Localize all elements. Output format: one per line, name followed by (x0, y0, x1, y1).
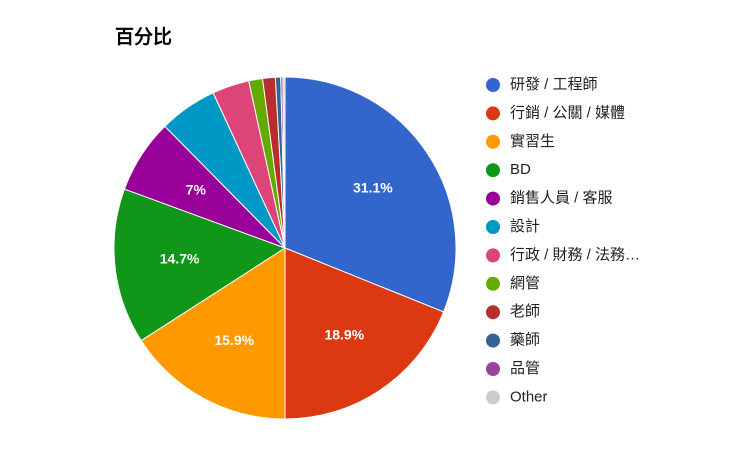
legend-swatch (486, 106, 500, 121)
legend-label: 品管 (510, 360, 540, 377)
legend-swatch (486, 305, 500, 320)
legend-swatch (486, 78, 500, 92)
legend-swatch (486, 220, 500, 234)
legend-swatch (486, 248, 500, 263)
slice-label: 15.9% (214, 332, 254, 348)
legend-label: 行政 / 財務 / 法務… (510, 246, 640, 263)
pie-slice (140, 247, 286, 420)
pie-slice (284, 247, 445, 420)
legend-label: Other (510, 388, 548, 405)
legend-label: 研發 / 工程師 (510, 76, 598, 93)
chart-title: 百分比 (115, 26, 172, 48)
legend-swatch (486, 333, 500, 348)
legend-swatch (486, 276, 500, 291)
slice-label: 7% (186, 181, 207, 197)
legend-swatch (486, 390, 500, 405)
legend-swatch (486, 163, 500, 178)
legend-swatch (486, 191, 500, 206)
slice-label: 31.1% (353, 179, 393, 195)
pie-slice (282, 76, 286, 249)
legend-label: 銷售人員 / 客服 (510, 190, 613, 207)
slice-label: 14.7% (160, 250, 200, 266)
legend-label: 設計 (510, 218, 540, 235)
legend-label: 藥師 (510, 332, 540, 349)
legend-swatch (486, 134, 500, 149)
legend-swatch (486, 362, 500, 376)
pie-slice (113, 188, 287, 342)
legend-label: BD (510, 161, 531, 178)
pie-slice (284, 76, 457, 313)
legend-label: 行銷 / 公關 / 媒體 (510, 104, 625, 121)
legend-label: 老師 (510, 303, 540, 320)
legend-label: 網管 (510, 275, 540, 292)
legend-label: 實習生 (510, 132, 555, 150)
slice-label: 18.9% (324, 327, 364, 343)
